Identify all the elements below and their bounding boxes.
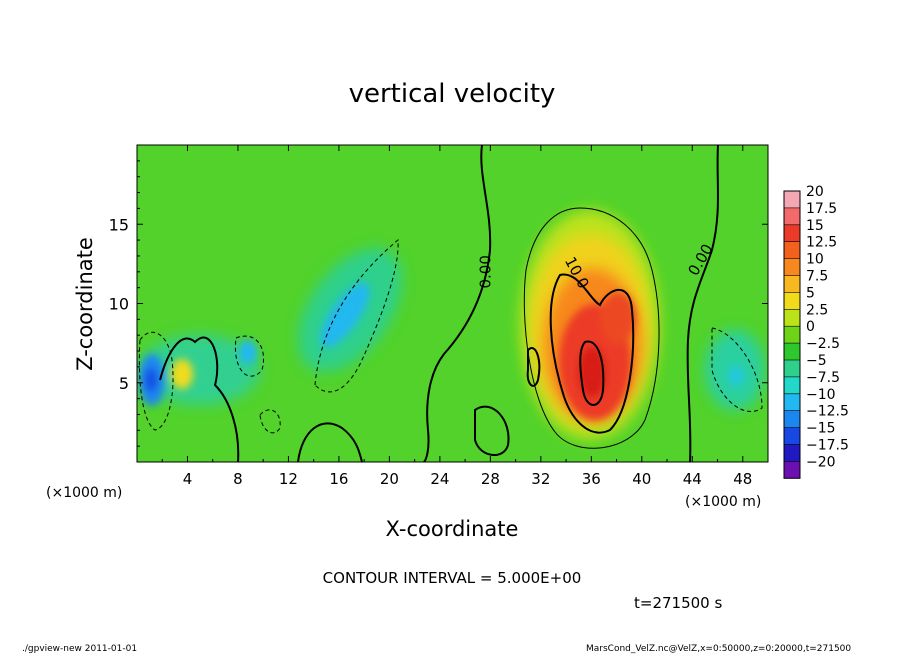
x-tick-label: 28 <box>481 470 500 488</box>
updraft-red-lobe <box>600 292 636 344</box>
contour-neg-small2 <box>259 409 281 434</box>
x-tick-label: 12 <box>279 470 298 488</box>
footer-right: MarsCond_VelZ.nc@VelZ,x=0:50000,z=0:2000… <box>586 644 851 654</box>
contour-zero-left <box>159 336 240 462</box>
updraft-left <box>171 359 193 389</box>
chart-title: vertical velocity <box>349 79 556 109</box>
y-axis-title: Z-coordinate <box>73 237 97 371</box>
x-tick-label: 8 <box>233 470 243 488</box>
x-tick-label: 20 <box>380 470 399 488</box>
footer-left: ./gpview-new 2011-01-01 <box>22 644 137 654</box>
colorbar-label: −12.5 <box>806 404 849 420</box>
time-text: t=271500 s <box>634 594 722 612</box>
colorbar-label: 12.5 <box>806 235 837 251</box>
colorbar-cell <box>784 360 800 377</box>
y-tick-label: 10 <box>109 295 129 314</box>
colorbar-label: −5 <box>806 353 827 369</box>
colorbar-cell <box>784 241 800 259</box>
y-tick-label: 5 <box>119 374 129 393</box>
heatmap-field <box>137 145 768 462</box>
contour-ten <box>549 273 635 434</box>
colorbar-label: −2.5 <box>806 336 840 352</box>
contour-neg-left <box>138 331 174 431</box>
x-axis-title: X-coordinate <box>386 517 519 541</box>
contour-fifteen <box>579 340 605 406</box>
contour-label: 0.00 <box>476 255 494 288</box>
colorbar-label: −10 <box>806 387 836 403</box>
colorbar-cell <box>784 292 800 310</box>
contour-zero-lower <box>297 422 363 462</box>
colorbar-label: 10 <box>806 252 824 268</box>
x-axis: 4 8 12 16 20 24 28 32 36 40 44 48 <box>161 145 752 488</box>
colorbar-label: −7.5 <box>806 370 840 386</box>
downdraft-left-core <box>145 368 157 392</box>
x-tick-label: 4 <box>183 470 193 488</box>
x-tick-label: 48 <box>733 470 752 488</box>
colorbar-label: 2.5 <box>806 302 828 318</box>
contour-five <box>523 207 660 449</box>
contour-neg-right <box>711 327 763 413</box>
x-tick-label: 24 <box>430 470 449 488</box>
colorbar-cell <box>784 326 800 344</box>
contour-interval-text: CONTOUR INTERVAL = 5.000E+00 <box>323 569 582 587</box>
x-tick-label: 36 <box>582 470 601 488</box>
colorbar: 2017.51512.5107.552.50−2.5−5−7.5−10−12.5… <box>783 184 849 479</box>
x-tick-label: 32 <box>531 470 550 488</box>
heatmap-background <box>137 145 768 462</box>
colorbar-cell <box>784 224 800 242</box>
colorbar-label: −15 <box>806 421 836 437</box>
colorbar-label: −17.5 <box>806 438 849 454</box>
colorbar-label: 15 <box>806 218 824 234</box>
contour-zero-center <box>423 145 492 462</box>
colorbar-label: 0 <box>806 319 815 335</box>
x-tick-label: 40 <box>632 470 651 488</box>
contour-zero-small <box>526 347 541 387</box>
colorbar-cell <box>784 393 800 411</box>
y-tick-label: 15 <box>109 215 129 234</box>
downdraft-mid <box>320 282 370 348</box>
contour-zero-right <box>686 145 719 462</box>
x-tick-label: 16 <box>329 470 348 488</box>
colorbar-cell <box>784 309 800 327</box>
colorbar-label: 5 <box>806 285 815 301</box>
colorbar-label: −20 <box>806 454 836 470</box>
downdraft-small <box>239 340 257 364</box>
colorbar-cell <box>784 444 800 462</box>
updraft-core <box>578 346 606 398</box>
x-tick-label: 44 <box>683 470 702 488</box>
contour-neg-small1 <box>234 335 264 377</box>
y-axis: 5 10 15 <box>109 160 768 447</box>
downdraft-right-core <box>728 366 744 386</box>
colorbar-cell <box>784 410 800 428</box>
x-unit-left: (×1000 m) <box>46 485 122 501</box>
contour-zero-blob <box>474 405 510 456</box>
x-unit-right: (×1000 m) <box>685 494 761 510</box>
colorbar-cell <box>784 207 800 225</box>
colorbar-cell <box>784 275 800 293</box>
colorbar-cell <box>784 427 800 445</box>
colorbar-label: 7.5 <box>806 269 828 285</box>
colorbar-cell <box>784 343 800 360</box>
colorbar-cell <box>784 376 800 394</box>
colorbar-cell <box>784 191 800 208</box>
colorbar-label: 20 <box>806 184 824 200</box>
colorbar-cell <box>784 461 800 479</box>
colorbar-cell <box>784 258 800 276</box>
colorbar-label: 17.5 <box>806 201 837 217</box>
